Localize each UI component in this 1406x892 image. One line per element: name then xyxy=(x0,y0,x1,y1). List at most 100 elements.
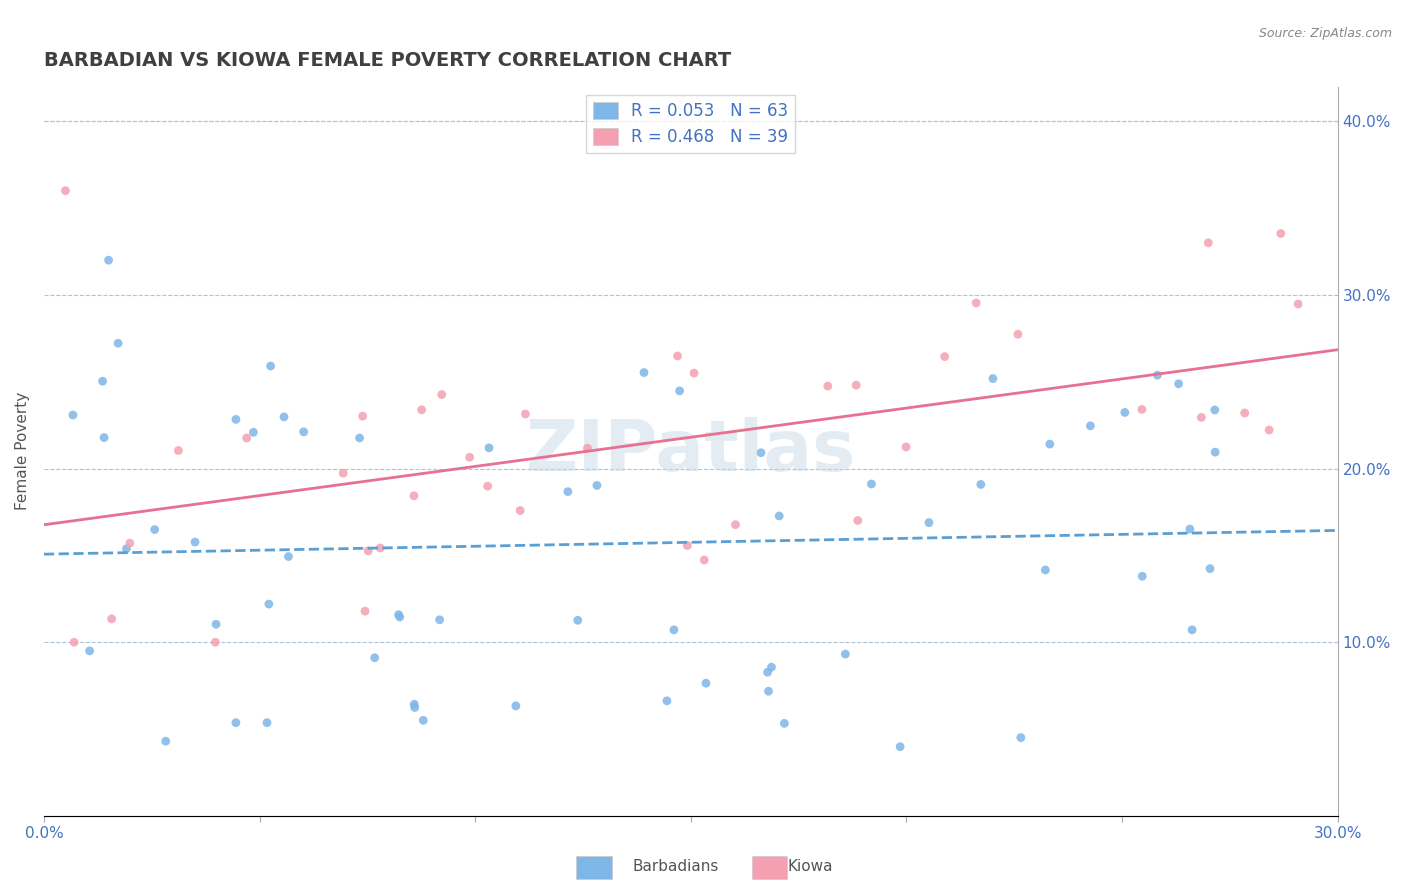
Point xyxy=(357,543,380,558)
Point xyxy=(1204,445,1226,459)
Point xyxy=(846,514,869,528)
Point xyxy=(235,431,257,445)
Point xyxy=(402,489,425,503)
Point xyxy=(773,716,796,731)
Point xyxy=(354,604,377,618)
Point xyxy=(749,446,772,460)
Point xyxy=(412,714,434,728)
Point xyxy=(1178,522,1201,536)
Point xyxy=(155,734,177,748)
Point xyxy=(557,484,579,499)
Point xyxy=(1199,561,1222,575)
Point xyxy=(1039,437,1062,451)
Point xyxy=(363,650,385,665)
Point xyxy=(184,535,207,549)
Point xyxy=(1167,376,1189,391)
Point xyxy=(79,644,101,658)
Point xyxy=(205,617,228,632)
Point xyxy=(662,623,685,637)
Point xyxy=(509,503,531,517)
Point xyxy=(332,466,354,480)
Point xyxy=(430,387,453,401)
Point xyxy=(107,336,129,351)
Point xyxy=(388,607,411,622)
Point xyxy=(256,715,278,730)
Point xyxy=(970,477,993,491)
Point xyxy=(259,359,281,373)
Point xyxy=(167,443,190,458)
Point xyxy=(1146,368,1168,383)
Point xyxy=(1233,406,1256,420)
Point xyxy=(100,612,122,626)
Point xyxy=(1181,623,1204,637)
Point xyxy=(257,597,280,611)
Point xyxy=(349,431,371,445)
Point xyxy=(62,408,84,422)
Point xyxy=(965,296,987,310)
Point xyxy=(429,613,451,627)
Point xyxy=(292,425,315,439)
Point xyxy=(225,715,247,730)
Point xyxy=(115,541,138,556)
Point xyxy=(55,184,77,198)
Point xyxy=(143,523,166,537)
Point xyxy=(515,407,537,421)
Point xyxy=(370,541,392,555)
Point xyxy=(204,635,226,649)
Point xyxy=(404,700,426,714)
Point xyxy=(1189,410,1212,425)
Point xyxy=(1258,423,1281,437)
Point xyxy=(225,412,247,426)
Point xyxy=(1114,405,1136,419)
Point xyxy=(934,350,956,364)
Point xyxy=(576,441,599,455)
Point xyxy=(724,517,747,532)
Point xyxy=(889,739,911,754)
Point xyxy=(1130,402,1153,417)
Text: Kiowa: Kiowa xyxy=(787,859,832,874)
Point xyxy=(388,610,411,624)
Point xyxy=(761,660,783,674)
Point xyxy=(477,479,499,493)
Text: Barbadians: Barbadians xyxy=(633,859,718,874)
Point xyxy=(981,371,1004,385)
Point xyxy=(683,366,706,380)
Point xyxy=(1080,418,1102,433)
Point xyxy=(834,647,856,661)
Point xyxy=(756,665,779,680)
Point xyxy=(91,374,114,388)
Text: BARBADIAN VS KIOWA FEMALE POVERTY CORRELATION CHART: BARBADIAN VS KIOWA FEMALE POVERTY CORREL… xyxy=(44,51,731,70)
Point xyxy=(817,379,839,393)
Point xyxy=(676,539,699,553)
Point xyxy=(1007,327,1029,342)
Point xyxy=(666,349,689,363)
Point xyxy=(63,635,86,649)
Point xyxy=(118,536,141,550)
Point xyxy=(845,378,868,392)
Point xyxy=(93,431,115,445)
Point xyxy=(567,613,589,627)
Point xyxy=(918,516,941,530)
Text: Source: ZipAtlas.com: Source: ZipAtlas.com xyxy=(1258,27,1392,40)
Point xyxy=(273,409,295,424)
Point xyxy=(1197,235,1219,250)
Point xyxy=(404,697,426,711)
Point xyxy=(458,450,481,465)
Point xyxy=(97,253,120,268)
Point xyxy=(277,549,299,564)
Point xyxy=(1033,563,1056,577)
Legend: R = 0.053   N = 63, R = 0.468   N = 39: R = 0.053 N = 63, R = 0.468 N = 39 xyxy=(586,95,796,153)
Point xyxy=(695,676,717,690)
Point xyxy=(633,366,655,380)
Point xyxy=(768,508,790,523)
Point xyxy=(1204,403,1226,417)
Point xyxy=(586,478,609,492)
Point xyxy=(655,694,678,708)
Text: ZIPatlas: ZIPatlas xyxy=(526,417,856,486)
Point xyxy=(758,684,780,698)
Point xyxy=(1270,227,1292,241)
Point xyxy=(1130,569,1153,583)
Point xyxy=(505,698,527,713)
Y-axis label: Female Poverty: Female Poverty xyxy=(15,392,30,510)
Point xyxy=(242,425,264,440)
